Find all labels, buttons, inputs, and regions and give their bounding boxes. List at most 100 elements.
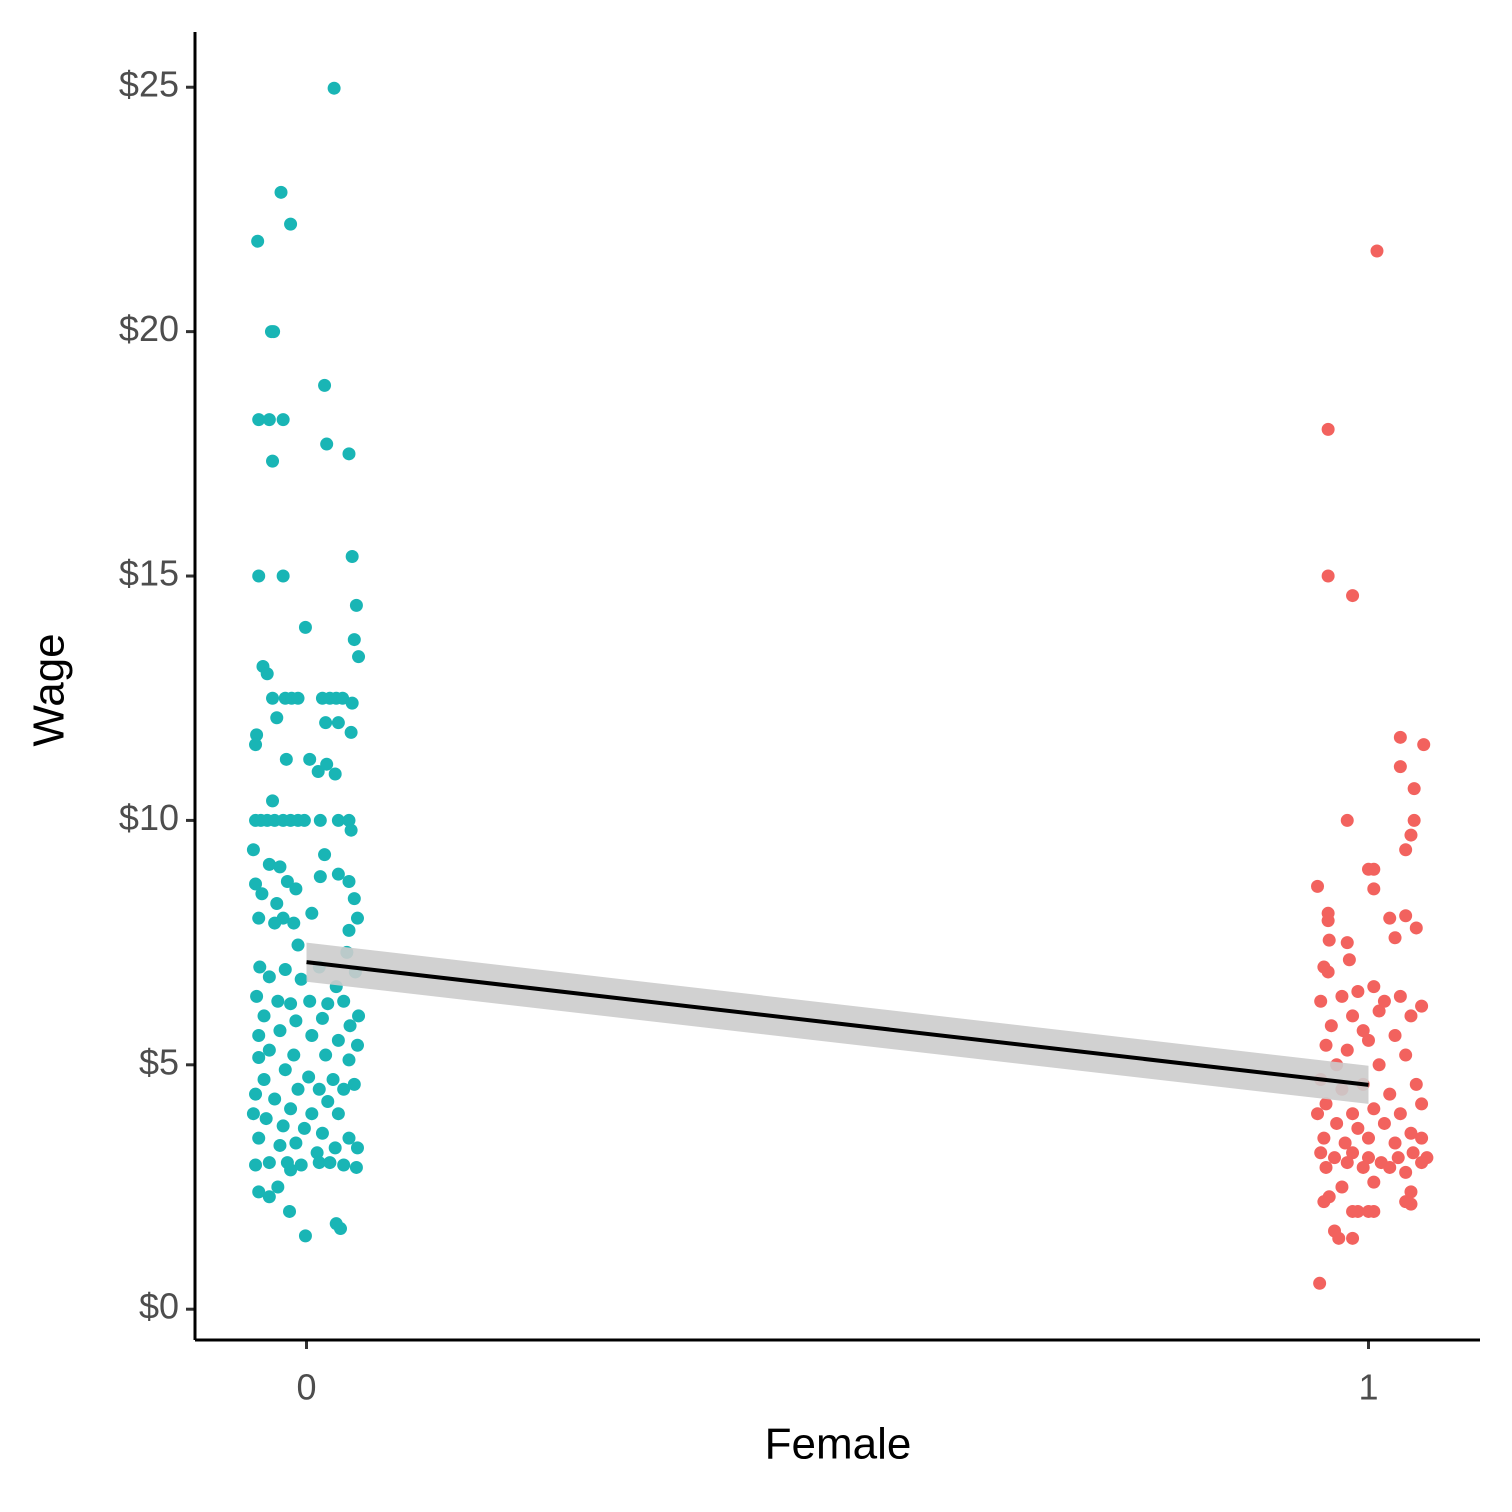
point bbox=[284, 997, 298, 1011]
point bbox=[1311, 1107, 1325, 1121]
point bbox=[1351, 1121, 1365, 1135]
point bbox=[1377, 1116, 1391, 1130]
point bbox=[257, 1072, 271, 1086]
point bbox=[303, 752, 317, 766]
point bbox=[250, 989, 264, 1003]
point bbox=[1328, 1224, 1342, 1238]
point bbox=[268, 1092, 282, 1106]
point bbox=[311, 765, 325, 779]
point bbox=[336, 691, 350, 705]
point bbox=[349, 598, 363, 612]
fit-line bbox=[306, 960, 1369, 1087]
point bbox=[257, 1009, 271, 1023]
point bbox=[1415, 999, 1429, 1013]
point bbox=[313, 813, 327, 827]
point bbox=[1335, 1180, 1349, 1194]
point bbox=[276, 1119, 290, 1133]
point bbox=[255, 887, 269, 901]
point bbox=[273, 1024, 287, 1038]
point bbox=[276, 569, 290, 583]
point bbox=[1407, 782, 1421, 796]
point bbox=[1346, 1231, 1360, 1245]
point bbox=[345, 696, 359, 710]
point bbox=[1340, 1156, 1354, 1170]
point bbox=[315, 1011, 329, 1025]
point bbox=[1324, 1019, 1338, 1033]
point bbox=[1399, 1048, 1413, 1062]
point bbox=[303, 994, 317, 1008]
point bbox=[284, 1102, 298, 1116]
point bbox=[352, 650, 366, 664]
point bbox=[270, 897, 284, 911]
point bbox=[283, 1204, 297, 1218]
point bbox=[1340, 813, 1354, 827]
y-tick-label: $15 bbox=[119, 553, 179, 594]
point bbox=[297, 1121, 311, 1135]
point bbox=[326, 1072, 340, 1086]
point bbox=[1388, 931, 1402, 945]
point bbox=[328, 1141, 342, 1155]
point bbox=[262, 413, 276, 427]
y-tick-label: $20 bbox=[119, 308, 179, 349]
point bbox=[252, 413, 266, 427]
point bbox=[291, 1082, 305, 1096]
point bbox=[337, 1158, 351, 1172]
point bbox=[270, 711, 284, 725]
y-tick-label: $5 bbox=[139, 1041, 179, 1082]
point bbox=[321, 1094, 335, 1108]
point bbox=[273, 860, 287, 874]
point bbox=[1351, 984, 1365, 998]
point bbox=[313, 870, 327, 884]
point bbox=[352, 1009, 366, 1023]
point bbox=[302, 1070, 316, 1084]
point bbox=[253, 960, 267, 974]
point bbox=[328, 767, 342, 781]
point bbox=[312, 1156, 326, 1170]
point bbox=[267, 325, 281, 339]
point bbox=[319, 716, 333, 730]
point bbox=[342, 923, 356, 937]
point bbox=[1367, 980, 1381, 994]
point bbox=[1321, 422, 1335, 436]
point bbox=[320, 437, 334, 451]
point bbox=[1399, 1165, 1413, 1179]
point bbox=[249, 1087, 263, 1101]
point bbox=[276, 413, 290, 427]
point bbox=[1335, 989, 1349, 1003]
point bbox=[249, 738, 263, 752]
point bbox=[284, 217, 298, 231]
point bbox=[1361, 1151, 1375, 1165]
y-tick-label: $10 bbox=[119, 797, 179, 838]
point bbox=[1346, 1009, 1360, 1023]
point bbox=[1404, 1126, 1418, 1140]
point bbox=[284, 1163, 298, 1177]
point bbox=[1367, 862, 1381, 876]
point bbox=[1367, 882, 1381, 896]
point bbox=[291, 938, 305, 952]
point bbox=[289, 882, 303, 896]
point bbox=[1393, 730, 1407, 744]
point bbox=[1391, 1151, 1405, 1165]
point bbox=[1404, 828, 1418, 842]
point bbox=[1346, 589, 1360, 603]
point bbox=[1321, 914, 1335, 928]
point bbox=[252, 1050, 266, 1064]
x-axis-title: Female bbox=[765, 1420, 912, 1469]
point bbox=[1388, 1136, 1402, 1150]
point bbox=[344, 725, 358, 739]
point bbox=[262, 1156, 276, 1170]
point bbox=[1346, 1107, 1360, 1121]
point bbox=[1406, 1146, 1420, 1160]
x-tick-label: 0 bbox=[296, 1367, 316, 1408]
point bbox=[1417, 738, 1431, 752]
point bbox=[251, 234, 265, 248]
point bbox=[1321, 569, 1335, 583]
point bbox=[294, 1158, 308, 1172]
point bbox=[350, 1141, 364, 1155]
point bbox=[249, 877, 263, 891]
point bbox=[1322, 1190, 1336, 1204]
point bbox=[337, 1082, 351, 1096]
point bbox=[246, 843, 260, 857]
point bbox=[337, 994, 351, 1008]
